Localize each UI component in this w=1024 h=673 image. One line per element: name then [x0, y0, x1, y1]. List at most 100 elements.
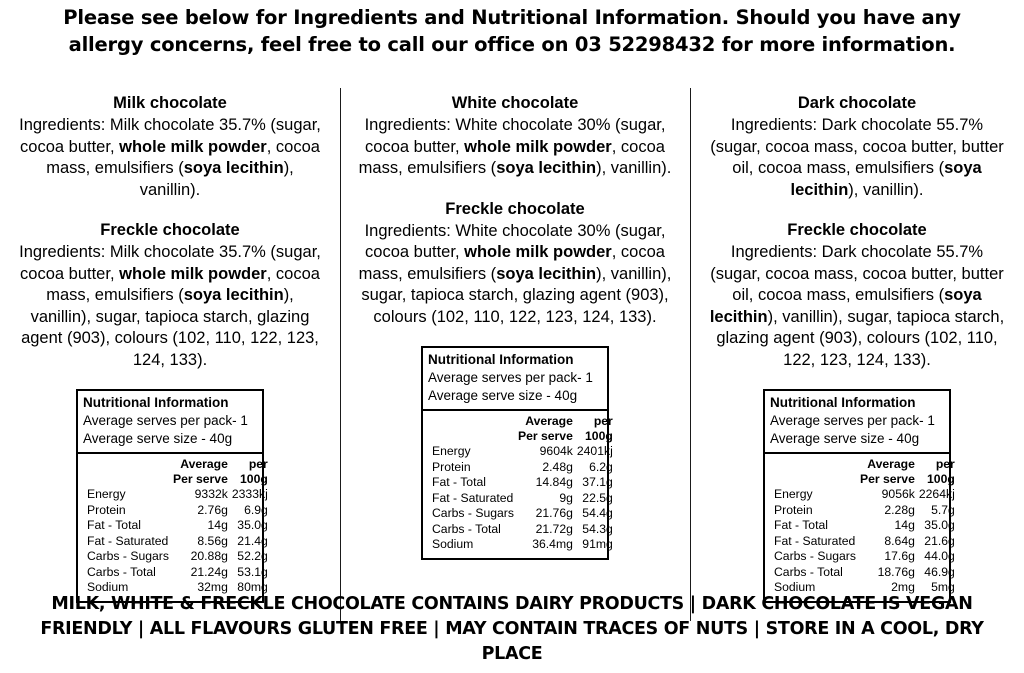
nutrient-per-serve: 36.4mg [532, 537, 573, 552]
nutrient-per-serve: 2.48g [542, 459, 573, 474]
nutrient-per-serve: 2.28g [884, 502, 915, 517]
nutrition-row: Carbs - Sugars 17.6g 44.0g [770, 549, 955, 565]
product-title: Dark chocolate [797, 94, 917, 112]
nutrient-per-100g: 52.2g [237, 549, 268, 564]
nutrient-per-serve: 14g [894, 518, 915, 533]
product-column-white: White chocolate Ingredients: White choco… [340, 92, 690, 603]
nutrition-head-spacer [770, 472, 856, 487]
nutrient-name: Fat - Total [87, 518, 141, 533]
nutrient-per-serve: 9056k [881, 487, 915, 502]
nutrient-per-100g: 91mg [582, 537, 613, 552]
head-average-label: Average [180, 457, 228, 471]
nutrient-per-100g: 54.3g [582, 521, 613, 536]
nutrient-name: Sodium [774, 580, 816, 595]
nutrient-name: Fat - Saturated [87, 533, 169, 548]
nutrition-table: Average per Per serve 100g Energy 9056k 2264kj… [770, 457, 955, 596]
nutrition-head-spacer [770, 457, 856, 472]
nutrient-per-100g: 80mg [237, 580, 268, 595]
nutrition-head-row-2: Per serve 100g [770, 472, 955, 487]
nutrition-row: Fat - Saturated 8.64g 21.6g [770, 534, 955, 550]
nutrient-name: Carbs - Sugars [87, 549, 169, 564]
nutrient-per-serve: 14.84g [535, 475, 573, 490]
serve-size: Average serve size - 40g [770, 431, 920, 446]
nutrition-head-spacer [428, 414, 514, 429]
nutrition-row: Fat - Saturated 8.56g 21.4g [83, 534, 268, 550]
head-100g-label: 100g [927, 472, 955, 487]
nutrient-per-100g: 44.0g [924, 549, 955, 564]
nutrient-per-100g: 21.4g [237, 533, 268, 548]
nutrition-information-panel: Nutritional Information Average serves p… [763, 389, 955, 603]
nutrient-per-serve: 21.76g [535, 506, 573, 521]
freckle-title: Freckle chocolate [100, 221, 240, 239]
nutrient-name: Protein [432, 459, 471, 474]
nutrition-row: Fat - Saturated 9g 22.5g [428, 491, 613, 507]
nutrient-per-serve: 8.64g [884, 533, 915, 548]
nutrient-per-serve: 21.72g [535, 521, 573, 536]
nutrition-table: Average per Per serve 100g Energy 9604k 2401kj… [428, 414, 613, 553]
nutrition-row: Fat - Total 14.84g 37.1g [428, 475, 613, 491]
nutrition-head-spacer [83, 472, 169, 487]
nutrition-row: Carbs - Total 18.76g 46.9g [770, 565, 955, 581]
nutrient-name: Sodium [87, 580, 129, 595]
freckle-ingredients-text: Ingredients: Dark chocolate 55.7% (sugar… [709, 243, 1005, 369]
nutrient-per-100g: 35.0g [237, 518, 268, 533]
nutrient-per-100g: 21.6g [924, 533, 955, 548]
nutrient-name: Carbs - Sugars [774, 549, 856, 564]
ingredients-text: Ingredients: White chocolate 30% (sugar,… [358, 116, 672, 177]
column-divider-2 [690, 88, 691, 621]
nutrition-row: Carbs - Sugars 21.76g 54.4g [428, 506, 613, 522]
nutrient-per-serve: 14g [207, 518, 228, 533]
nutrition-title: Nutritional Information [428, 352, 574, 367]
nutrition-row: Energy 9056k 2264kj [770, 487, 955, 503]
ingredients-text: Ingredients: Milk chocolate 35.7% (sugar… [19, 116, 321, 199]
nutrition-panel-wrap: Nutritional Information Average serves p… [354, 346, 676, 560]
nutrient-name: Energy [87, 487, 126, 502]
serve-size: Average serve size - 40g [83, 431, 233, 446]
nutrient-per-100g: 2264kj [918, 487, 955, 502]
nutrient-name: Fat - Saturated [774, 533, 856, 548]
nutrient-name: Fat - Total [432, 475, 486, 490]
nutrition-row: Carbs - Sugars 20.88g 52.2g [83, 549, 268, 565]
nutrient-per-serve: 9332k [194, 487, 228, 502]
nutrient-per-serve: 18.76g [877, 564, 915, 579]
freckle-ingredients-text: Ingredients: White chocolate 30% (sugar,… [358, 221, 672, 326]
nutrient-per-serve: 32mg [197, 580, 228, 595]
nutrient-name: Fat - Saturated [432, 490, 514, 505]
nutrition-head-row-2: Per serve 100g [428, 429, 613, 444]
nutrition-panel-header: Nutritional Information Average serves p… [423, 348, 607, 411]
footer-allergen-note: MILK, WHITE & FRECKLE CHOCOLATE CONTAINS… [40, 594, 984, 664]
nutrient-name: Energy [774, 487, 813, 502]
nutrient-name: Protein [774, 502, 813, 517]
head-per-serve-label: Per serve [172, 472, 228, 487]
nutrient-per-100g: 53.1g [237, 564, 268, 579]
freckle-title: Freckle chocolate [445, 199, 585, 218]
nutrition-head-row-2: Per serve 100g [83, 472, 268, 487]
freckle-title: Freckle chocolate [787, 221, 927, 239]
nutrient-name: Protein [87, 502, 126, 517]
nutrient-per-100g: 6.2g [589, 459, 613, 474]
nutrient-per-100g: 2333kj [231, 487, 268, 502]
nutrient-name: Carbs - Total [432, 521, 501, 536]
nutrition-information-panel: Nutritional Information Average serves p… [421, 346, 613, 560]
nutrition-head-spacer [428, 429, 514, 444]
serves-per-pack: Average serves per pack- 1 [428, 370, 593, 385]
nutrition-row: Protein 2.48g 6.2g [428, 460, 613, 476]
nutrient-per-serve: 21.24g [190, 564, 228, 579]
serve-size: Average serve size - 40g [428, 388, 578, 403]
nutrient-per-100g: 37.1g [582, 475, 613, 490]
nutrient-per-serve: 9g [559, 490, 573, 505]
nutrition-head-spacer [83, 457, 169, 472]
ingredients-text: Ingredients: Dark chocolate 55.7% (sugar… [710, 116, 1004, 199]
nutrition-row: Energy 9604k 2401kj [428, 444, 613, 460]
head-per-serve-label: Per serve [859, 472, 915, 487]
head-average-label: Average [525, 414, 573, 428]
nutrient-per-100g: 54.4g [582, 506, 613, 521]
nutrient-name: Carbs - Total [774, 564, 843, 579]
nutrition-title: Nutritional Information [770, 395, 916, 410]
nutrition-row: Sodium 36.4mg 91mg [428, 537, 613, 553]
nutrient-per-serve: 8.56g [197, 533, 228, 548]
nutrition-row: Protein 2.76g 6.9g [83, 503, 268, 519]
head-per-serve-label: Per serve [517, 429, 573, 444]
nutrient-per-serve: 2.76g [197, 502, 228, 517]
allergy-header-note: Please see below for Ingredients and Nut… [63, 6, 961, 56]
